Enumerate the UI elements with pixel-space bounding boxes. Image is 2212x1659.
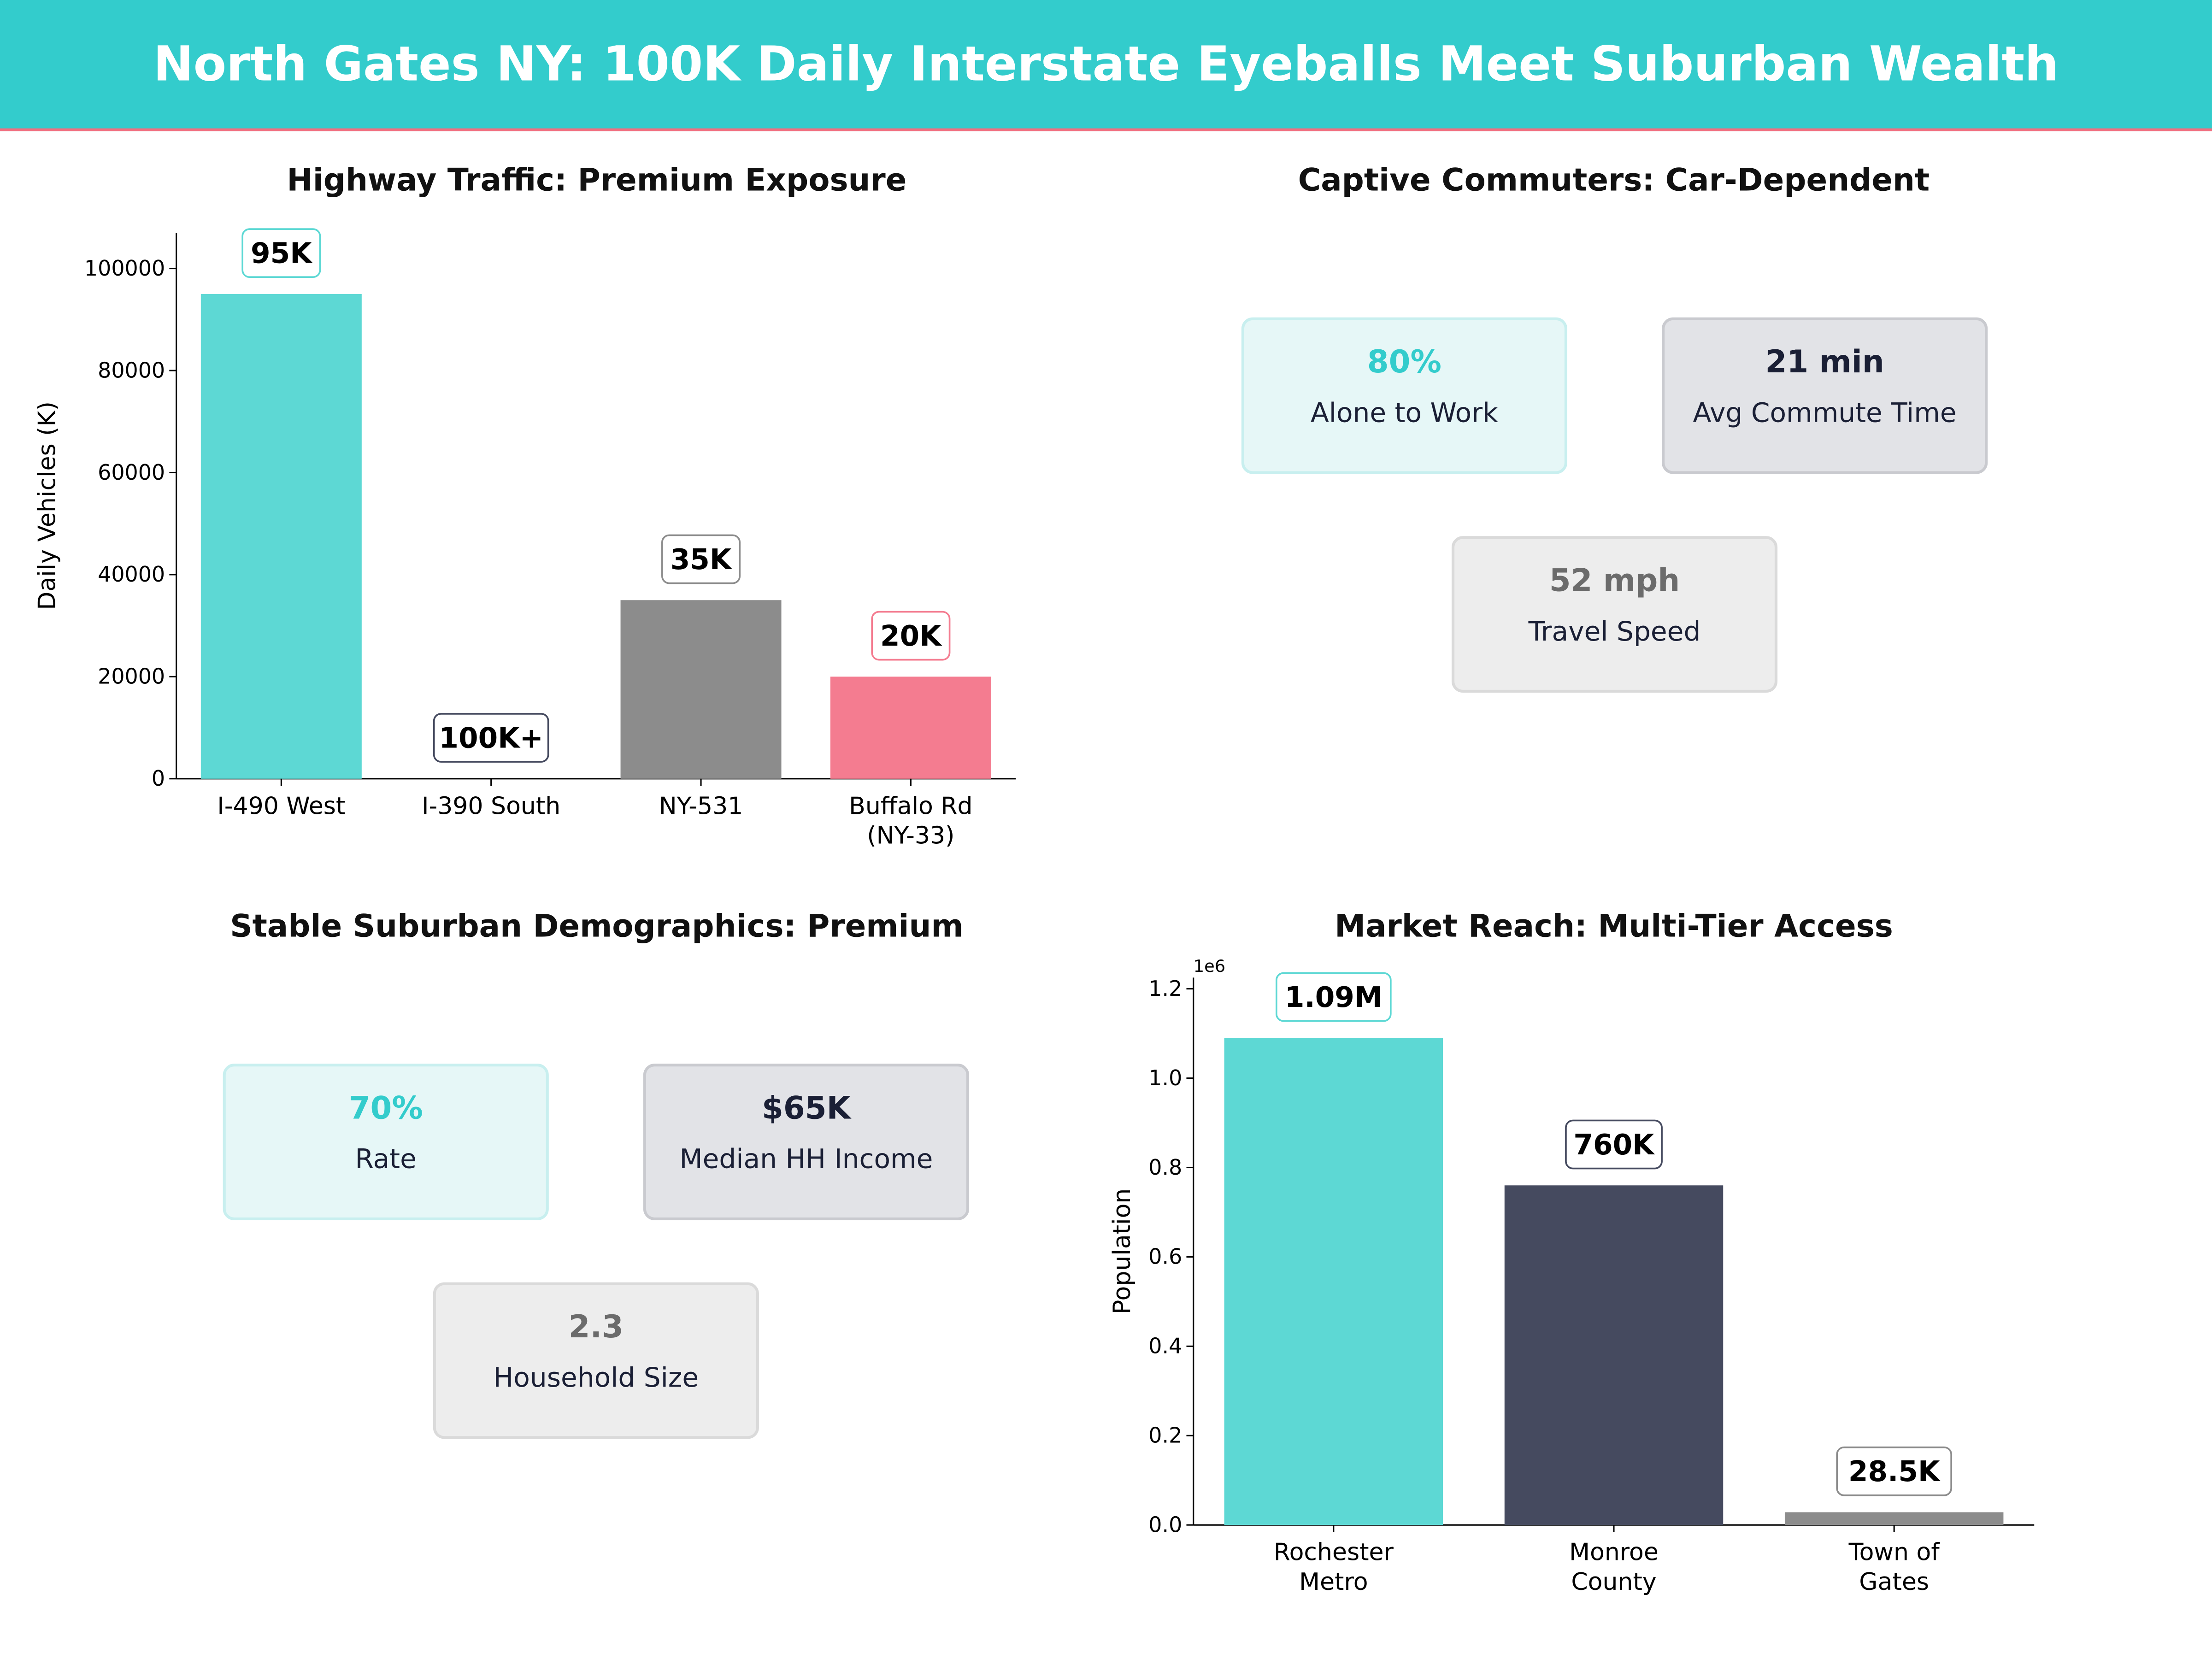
x-tick-label: NY-531 [659,792,743,820]
y-tick-label: 0.6 [1148,1244,1182,1269]
axis-offset-label: 1e6 [1194,956,1225,976]
stat-label: Avg Commute Time [1693,398,1957,429]
x-tick-label: Rochester [1274,1539,1394,1566]
bar [200,294,362,779]
stat-value: 70% [348,1092,423,1127]
x-tick-label: County [1571,1568,1656,1596]
y-tick-label: 0.0 [1148,1512,1182,1537]
x-tick-label: Monroe [1569,1539,1659,1566]
y-axis-label: Daily Vehicles (K) [33,401,61,610]
y-tick-label: 0.2 [1148,1423,1182,1448]
data-label: 1.09M [1285,981,1382,1014]
data-label: 28.5K [1848,1455,1941,1488]
x-tick-label: Gates [1859,1568,1929,1596]
x-tick-label: I-490 West [217,792,345,820]
y-tick-label: 1.2 [1148,976,1182,1001]
stat-label: Alone to Work [1310,398,1498,429]
data-label-box [1276,972,1392,1022]
x-tick-label: Metro [1299,1568,1368,1596]
data-label: 20K [880,620,942,653]
data-label-box [1836,1446,1952,1496]
bar [1784,1512,2004,1525]
y-tick-label: 0 [152,766,165,791]
stat-card-rate: 70% Rate [223,1064,549,1220]
bar [1504,1185,1724,1525]
y-axis-label: Population [1108,1188,1136,1314]
y-tick-label: 40000 [98,562,165,587]
data-label: 100K+ [439,722,543,754]
data-label: 760K [1573,1129,1655,1161]
y-tick-label: 0.8 [1148,1155,1182,1180]
stat-label: Travel Speed [1528,616,1701,648]
bar [1224,1038,1443,1525]
y-tick-label: 1.0 [1148,1065,1182,1090]
stat-card-income: $65K Median HH Income [643,1064,970,1220]
stat-label: Rate [355,1144,417,1175]
stat-label: Median HH Income [679,1144,933,1175]
demographics-title: Stable Suburban Demographics: Premium [230,910,964,946]
stat-label: Household Size [493,1363,699,1394]
stat-card-alone-to-work: 80% Alone to Work [1241,317,1567,474]
data-label-box [661,534,741,584]
x-tick-label: I-390 South [422,792,560,820]
stat-value: 52 mph [1549,564,1680,600]
page-title: North Gates NY: 100K Daily Interstate Ey… [153,36,2059,93]
stat-value: 2.3 [568,1310,624,1346]
data-label: 95K [251,237,313,270]
y-tick-label: 0.4 [1148,1334,1182,1359]
x-tick-label: (NY-33) [867,822,954,850]
traffic-chart-title: Highway Traffic: Premium Exposure [287,164,907,199]
data-label-box [241,228,321,278]
x-tick-label: Buffalo Rd [849,792,972,820]
x-tick-label: Town of [1848,1539,1941,1566]
stat-card-commute-time: 21 min Avg Commute Time [1662,317,1988,474]
data-label-box [1565,1119,1663,1170]
stat-card-travel-speed: 52 mph Travel Speed [1451,536,1778,693]
stat-card-household-size: 2.3 Household Size [433,1282,759,1439]
y-tick-label: 80000 [98,358,165,382]
title-banner: North Gates NY: 100K Daily Interstate Ey… [0,0,2212,131]
bar [830,677,991,779]
data-label: 35K [671,543,733,576]
stat-value: $65K [762,1092,851,1127]
commuters-title: Captive Commuters: Car-Dependent [1298,164,1930,199]
market-chart-title: Market Reach: Multi-Tier Access [1335,910,1893,946]
y-tick-label: 20000 [98,664,165,689]
data-label-box [433,713,549,763]
bar [620,600,782,779]
y-tick-label: 100000 [84,256,165,281]
stat-value: 80% [1367,345,1442,381]
y-tick-label: 60000 [98,460,165,485]
data-label-box [871,611,951,661]
stat-value: 21 min [1765,345,1884,381]
